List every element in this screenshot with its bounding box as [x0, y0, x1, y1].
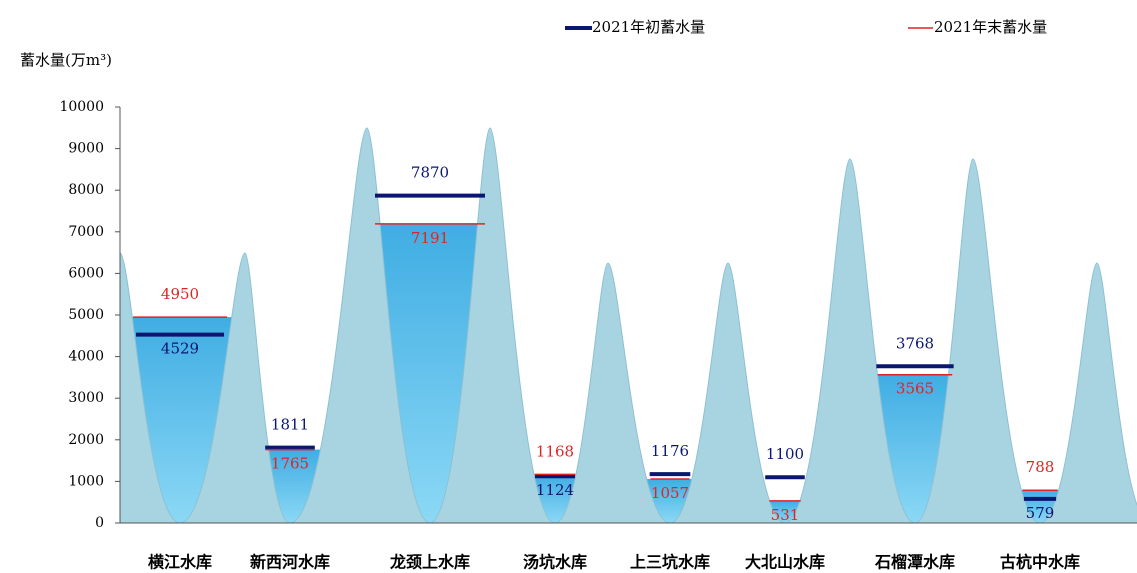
data-label: 4529 [161, 340, 199, 358]
data-label: 1124 [536, 481, 574, 499]
legend-label: 2021年初蓄水量 [592, 18, 705, 36]
data-label: 1057 [651, 484, 689, 502]
data-label: 1765 [271, 455, 309, 473]
data-label: 1100 [766, 445, 804, 463]
data-label: 4950 [161, 285, 199, 303]
y-tick-label: 1000 [68, 473, 104, 489]
data-label: 7191 [411, 229, 449, 247]
data-label: 531 [771, 506, 800, 524]
y-tick-label: 10000 [59, 99, 104, 115]
data-label: 3768 [896, 334, 934, 352]
x-tick-label: 龙颈上水库 [389, 553, 470, 572]
x-tick-label: 石榴潭水库 [874, 553, 955, 572]
y-tick-label: 2000 [68, 432, 104, 448]
y-tick-label: 8000 [68, 182, 104, 198]
x-tick-label: 新西河水库 [250, 553, 330, 572]
y-axis-title: 蓄水量(万m³) [20, 51, 112, 69]
data-label: 1176 [651, 442, 689, 460]
x-tick-label: 大北山水库 [745, 553, 825, 572]
x-tick-label: 横江水库 [148, 553, 212, 572]
legend-label: 2021年末蓄水量 [934, 18, 1047, 36]
x-tick-label: 上三坑水库 [630, 553, 710, 572]
y-tick-label: 6000 [68, 265, 104, 281]
y-tick-label: 3000 [68, 390, 104, 406]
data-label: 579 [1026, 504, 1055, 522]
y-tick-label: 9000 [68, 141, 104, 157]
data-label: 1168 [536, 442, 574, 460]
data-label: 3565 [896, 380, 934, 398]
y-tick-label: 4000 [68, 349, 104, 365]
x-tick-label: 汤坑水库 [523, 553, 587, 572]
x-tick-label: 古杭中水库 [1000, 553, 1080, 572]
data-label: 788 [1026, 458, 1055, 476]
y-tick-label: 0 [95, 515, 104, 531]
data-label: 7870 [411, 164, 449, 182]
data-label: 1811 [271, 416, 309, 434]
y-tick-label: 7000 [68, 224, 104, 240]
y-tick-label: 5000 [68, 307, 104, 323]
